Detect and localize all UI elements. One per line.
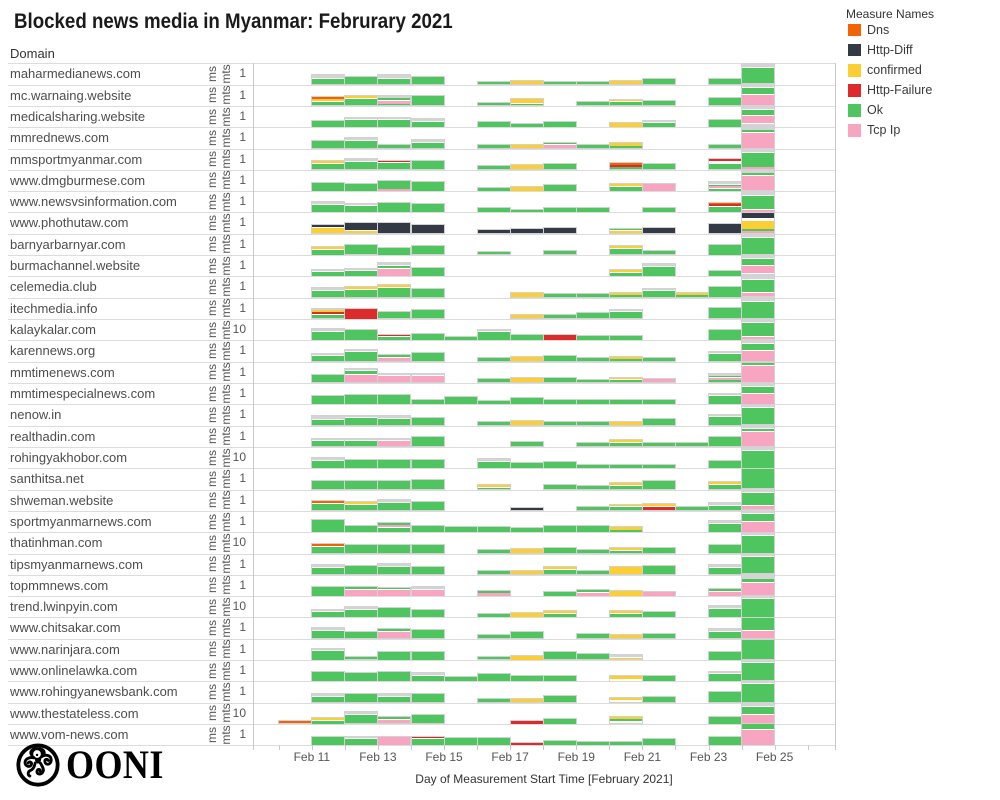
svg-text:OONI: OONI (66, 743, 164, 787)
